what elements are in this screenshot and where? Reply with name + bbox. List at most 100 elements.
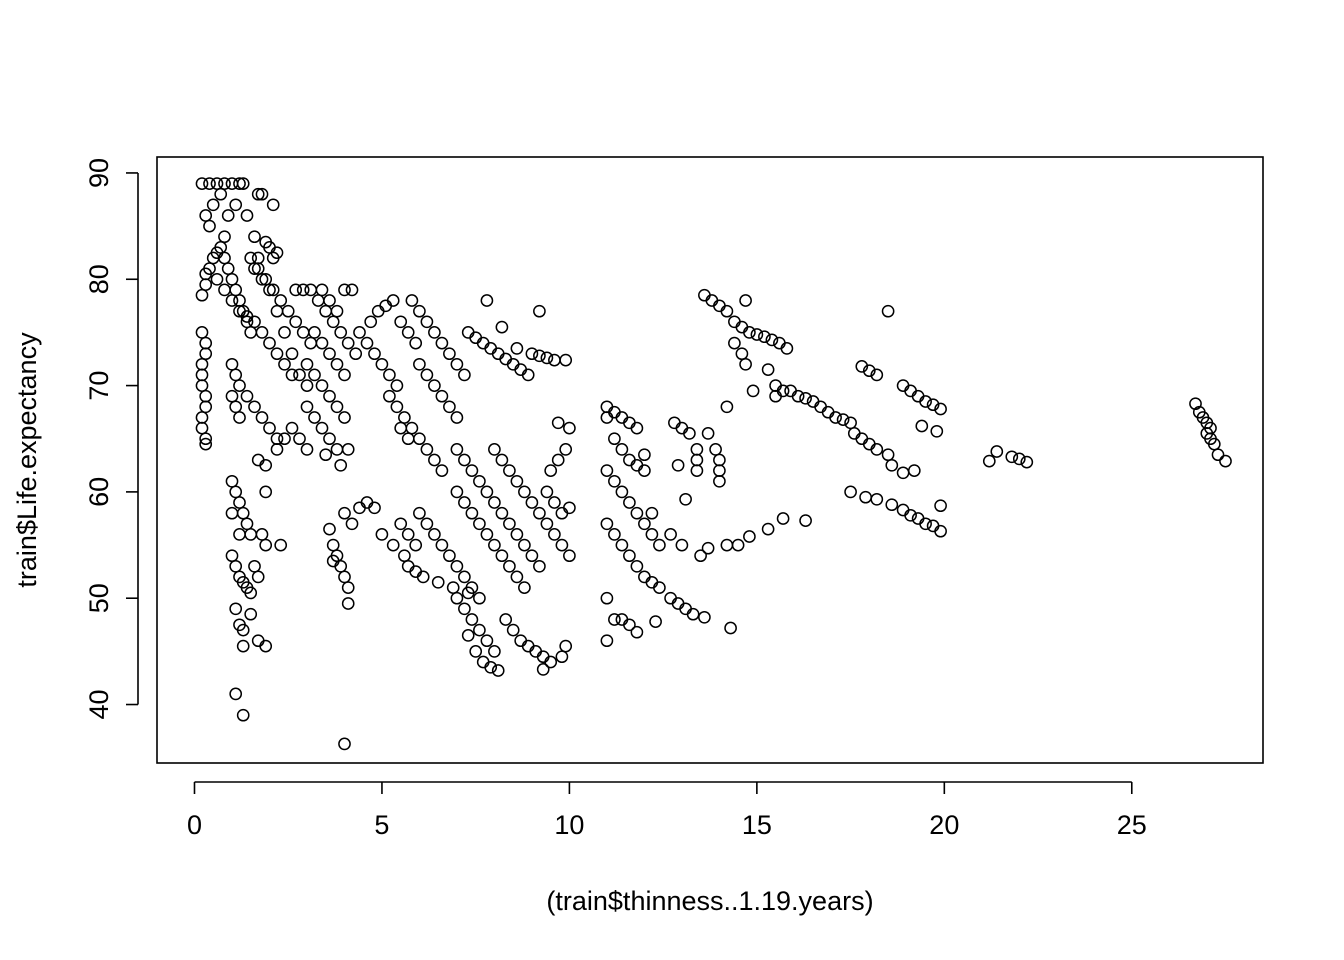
data-point (518, 485, 531, 499)
data-point (814, 400, 827, 414)
data-point (686, 607, 700, 621)
data-point (881, 448, 895, 462)
data-point (375, 357, 389, 371)
data-point (428, 379, 441, 392)
data-point (896, 503, 910, 517)
data-point (229, 602, 243, 616)
data-point (251, 634, 265, 648)
data-point (551, 416, 565, 430)
data-point (514, 363, 528, 376)
x-tick-label: 20 (929, 810, 959, 840)
data-point (240, 517, 254, 531)
data-point (338, 283, 351, 297)
data-point (930, 424, 944, 438)
data-point (630, 421, 644, 435)
data-point (521, 639, 535, 653)
data-point (308, 368, 321, 382)
data-point (982, 454, 996, 468)
y-axis: 40 50 60 70 80 90 (84, 158, 139, 720)
data-point (548, 353, 561, 367)
data-point (263, 421, 276, 435)
data-point (761, 522, 775, 536)
data-point (465, 464, 479, 477)
data-point (278, 326, 291, 339)
data-point (506, 623, 520, 637)
data-point (203, 219, 216, 233)
data-point (990, 445, 1004, 458)
data-point (709, 443, 722, 456)
data-point (300, 443, 314, 456)
data-point (533, 349, 546, 363)
data-point (600, 411, 614, 424)
data-point (199, 347, 213, 361)
data-point (225, 506, 239, 520)
data-point (915, 419, 929, 433)
data-point (896, 379, 910, 392)
data-point (435, 389, 449, 403)
data-point (334, 458, 348, 472)
data-points (195, 177, 1232, 751)
data-point (934, 402, 947, 416)
data-point (473, 474, 486, 488)
data-point (555, 650, 569, 664)
data-point (769, 379, 782, 392)
data-point (199, 209, 213, 222)
data-point (911, 512, 925, 525)
data-point (413, 506, 426, 520)
data-point (330, 443, 344, 456)
data-point (518, 581, 531, 594)
data-point (255, 272, 269, 286)
data-point (739, 294, 752, 307)
data-point (341, 597, 355, 610)
data-point (821, 405, 835, 419)
data-point (315, 283, 329, 297)
data-point (829, 411, 842, 424)
data-point (473, 591, 486, 605)
data-point (300, 357, 314, 371)
data-point (323, 522, 336, 536)
data-point (326, 315, 340, 329)
data-point (233, 528, 246, 541)
data-point (199, 400, 213, 414)
x-axis-label: (train$thinness..1.19.years) (546, 886, 873, 916)
data-point (428, 326, 441, 339)
data-point (229, 198, 243, 212)
data-point (435, 538, 449, 552)
data-point (769, 389, 782, 403)
data-point (304, 283, 318, 297)
data-point (600, 400, 614, 414)
data-point (371, 304, 385, 318)
data-point (934, 524, 947, 538)
data-point (428, 453, 441, 467)
data-point (386, 538, 400, 552)
data-point (638, 517, 651, 531)
plot-frame (156, 156, 1264, 764)
data-point (1211, 448, 1225, 462)
data-point (679, 492, 692, 506)
data-point (244, 528, 258, 541)
data-point (225, 549, 239, 563)
data-point (274, 538, 288, 552)
data-point (488, 538, 501, 552)
data-point (705, 294, 719, 307)
data-point (746, 384, 760, 398)
data-point (563, 421, 576, 435)
data-point (885, 458, 899, 472)
data-point (488, 496, 501, 509)
data-point (319, 448, 333, 462)
data-point (251, 570, 265, 584)
data-point (458, 570, 471, 584)
data-point (1189, 397, 1202, 411)
data-point (248, 559, 261, 573)
data-point (353, 326, 366, 339)
data-point (285, 368, 299, 382)
data-point (480, 634, 494, 648)
data-point (784, 384, 797, 398)
data-point (386, 294, 400, 307)
data-point (488, 645, 501, 658)
data-point (559, 639, 573, 653)
data-point (248, 262, 261, 275)
data-point (563, 501, 576, 515)
data-point (1012, 452, 1026, 466)
